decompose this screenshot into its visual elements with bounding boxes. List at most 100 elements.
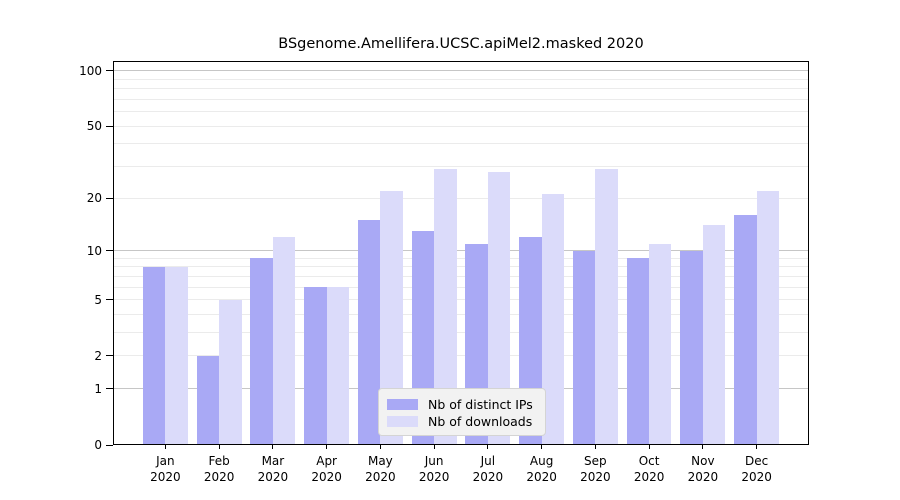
y-axis-label-0: 0: [94, 438, 102, 452]
gridline-minor-90: [114, 78, 808, 80]
x-axis-tick-jan: [164, 445, 166, 449]
x-axis-label-jan: Jan 2020: [137, 453, 193, 485]
x-axis-label-nov: Nov 2020: [675, 453, 731, 485]
gridline-minor-60: [114, 111, 808, 113]
legend-entry-downloads: Nb of downloads: [387, 413, 536, 430]
x-axis-label-line: Nov: [691, 454, 715, 468]
y-axis-tick-20: [106, 197, 113, 199]
bar-downloads-jul: [487, 171, 511, 445]
x-axis-tick-sep: [594, 445, 596, 449]
x-axis-label-line: 2020: [741, 470, 772, 484]
bar-distinct-ips-nov: [680, 250, 703, 445]
y-axis-label-2: 2: [94, 348, 102, 363]
x-axis-label-line: 2020: [257, 470, 289, 484]
legend: Nb of distinct IPs Nb of downloads: [378, 388, 546, 436]
bar-distinct-ips-feb: [196, 355, 220, 445]
gridline-minor-4: [114, 314, 808, 315]
bar-distinct-ips-may: [357, 220, 381, 445]
x-axis-label-mar: Mar 2020: [245, 453, 301, 485]
gridline-minor-9: [114, 257, 808, 259]
x-axis-label-line: Apr: [316, 454, 337, 468]
x-axis-label-line: Aug: [529, 454, 554, 468]
x-axis-label-line: Mar: [261, 454, 285, 468]
gridline-minor-8: [114, 266, 808, 268]
bar-distinct-ips-sep: [572, 250, 596, 445]
bar-downloads-oct: [649, 243, 672, 445]
x-axis-label-line: 2020: [311, 470, 342, 484]
gridline-minor-20: [114, 197, 808, 199]
y-axis-tick-10: [106, 250, 113, 252]
x-axis-label-sep: Sep 2020: [567, 453, 623, 485]
chart-title: BSgenome.Amellifera.UCSC.apiMel2.masked …: [278, 36, 644, 52]
x-axis-label-oct: Oct 2020: [621, 453, 677, 485]
x-axis-label-jun: Jun 2020: [406, 453, 462, 485]
bar-downloads-aug: [541, 194, 564, 445]
x-axis-label-line: 2020: [150, 470, 181, 484]
x-axis-label-dec: Dec 2020: [729, 453, 785, 485]
x-axis-label-line: Feb: [208, 454, 230, 468]
x-axis-label-line: Jan: [156, 454, 175, 468]
gridline-minor-7: [114, 275, 808, 277]
x-axis-label-line: Oct: [638, 454, 660, 468]
y-axis-label-1: 1: [94, 381, 102, 396]
x-axis-label-line: 2020: [580, 470, 611, 484]
bar-downloads-feb: [219, 299, 242, 445]
y-axis-label-10: 10: [86, 243, 102, 258]
legend-label-distinct-ips: Nb of distinct IPs: [428, 397, 533, 412]
x-axis-label-line: Jun: [424, 454, 444, 468]
x-axis-tick-mar: [272, 445, 274, 449]
y-axis-label-50: 50: [86, 119, 102, 134]
x-axis-tick-apr: [326, 445, 328, 449]
gridline-minor-3: [114, 332, 808, 334]
gridline-minor-70: [114, 98, 808, 100]
gridline-major-100: [114, 70, 808, 72]
gridline-minor-30: [114, 166, 808, 168]
legend-entry-distinct-ips: Nb of distinct IPs: [387, 396, 536, 413]
bar-distinct-ips-jan: [143, 266, 166, 445]
x-axis-label-line: 2020: [526, 470, 557, 484]
gridline-minor-80: [114, 88, 808, 90]
x-axis-label-feb: Feb 2020: [191, 453, 247, 485]
y-axis-label-5: 5: [94, 292, 102, 307]
x-axis-tick-dec: [756, 445, 758, 449]
x-axis-label-line: May: [367, 454, 393, 468]
gridline-minor-5: [114, 299, 808, 301]
y-axis-tick-1: [106, 388, 113, 390]
x-axis-label-line: 2020: [203, 470, 235, 484]
x-axis-tick-may: [379, 445, 381, 449]
x-axis-label-aug: Aug 2020: [514, 453, 570, 485]
x-axis-label-apr: Apr 2020: [299, 453, 355, 485]
x-axis-label-line: 2020: [418, 470, 450, 484]
x-axis-label-line: Sep: [584, 454, 607, 468]
gridline-minor-50: [114, 125, 808, 127]
x-axis-tick-aug: [541, 445, 543, 449]
bar-downloads-mar: [272, 237, 296, 445]
x-axis-label-line: 2020: [365, 470, 396, 484]
bar-distinct-ips-oct: [626, 258, 650, 445]
gridline-minor-2: [114, 355, 808, 357]
x-axis-tick-oct: [648, 445, 650, 449]
bar-downloads-jan: [165, 266, 188, 445]
x-axis-label-jul: Jul 2020: [460, 453, 516, 485]
x-axis-label-line: 2020: [633, 470, 665, 484]
x-axis-tick-feb: [218, 445, 220, 449]
bar-downloads-dec: [756, 190, 779, 445]
x-axis-label-may: May 2020: [352, 453, 408, 485]
bar-downloads-nov: [702, 225, 726, 445]
y-axis-label-100: 100: [79, 63, 102, 78]
y-axis-tick-2: [106, 355, 113, 357]
y-axis-tick-5: [106, 299, 113, 301]
y-axis-label-20: 20: [86, 191, 102, 206]
bar-distinct-ips-mar: [250, 258, 273, 445]
bar-downloads-apr: [326, 287, 350, 445]
x-axis-label-line: 2020: [687, 470, 719, 484]
x-axis-tick-nov: [702, 445, 704, 449]
bar-downloads-sep: [595, 169, 618, 445]
y-axis-tick-100: [106, 70, 113, 72]
y-axis-tick-50: [106, 125, 113, 127]
x-axis-label-line: 2020: [472, 470, 504, 484]
x-axis-tick-jul: [487, 445, 489, 449]
x-axis-label-line: Jul: [480, 454, 496, 468]
legend-swatch-distinct-ips-icon: [387, 399, 418, 410]
legend-label-downloads: Nb of downloads: [428, 414, 533, 429]
